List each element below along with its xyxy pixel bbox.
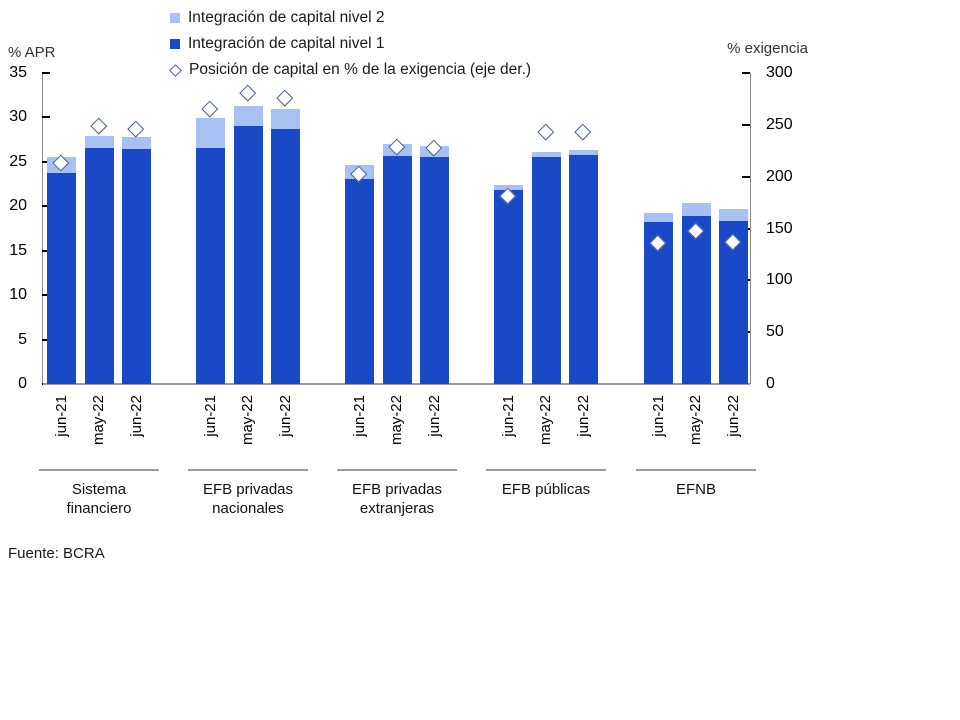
group-underline bbox=[39, 469, 159, 471]
bar-nivel1 bbox=[271, 128, 300, 384]
diamond-marker bbox=[90, 117, 107, 134]
left-axis-tick bbox=[42, 338, 50, 341]
bar-nivel2 bbox=[494, 184, 523, 191]
bar-nivel1 bbox=[84, 147, 114, 384]
right-axis-tick-label: 200 bbox=[766, 167, 793, 185]
left-axis-tick-label: 0 bbox=[18, 375, 27, 392]
bar-nivel1 bbox=[122, 148, 151, 384]
group-label: Sistema financiero bbox=[66, 481, 132, 517]
x-tick-label: jun-21 bbox=[52, 395, 70, 437]
left-axis-tick bbox=[42, 294, 50, 297]
left-axis-tick bbox=[42, 116, 50, 119]
left-axis-tick bbox=[42, 160, 50, 163]
x-tick-label: jun-22 bbox=[574, 395, 592, 437]
bar-nivel2 bbox=[531, 152, 561, 157]
source-note: Fuente: BCRA bbox=[8, 545, 105, 562]
legend-item-nivel2: Integración de capital nivel 2 bbox=[170, 5, 531, 31]
group-label: EFB privadas extranjeras bbox=[351, 481, 443, 517]
diamond-swatch-icon bbox=[169, 63, 182, 77]
legend-item-nivel1: Integración de capital nivel 1 bbox=[170, 31, 531, 57]
bar-nivel1 bbox=[196, 147, 225, 384]
diamond-marker bbox=[239, 85, 256, 102]
group-label: EFB privadas nacionales bbox=[202, 481, 294, 517]
legend: Integración de capital nivel 2 Integraci… bbox=[169, 5, 532, 83]
right-axis-tick-label: 250 bbox=[766, 115, 793, 133]
x-axis-baseline bbox=[43, 383, 750, 385]
group-label: EFNB bbox=[675, 481, 716, 498]
bar-nivel1 bbox=[47, 173, 76, 384]
left-axis-tick bbox=[42, 249, 50, 252]
diamond-marker bbox=[574, 123, 592, 140]
left-axis-tick-label: 35 bbox=[9, 64, 27, 81]
right-axis-title: % exigencia bbox=[727, 40, 808, 57]
group-underline bbox=[337, 469, 457, 471]
bar-nivel1 bbox=[531, 156, 561, 384]
bar-nivel1 bbox=[345, 178, 374, 384]
group-underline bbox=[636, 469, 756, 471]
left-axis-tick-label: 25 bbox=[9, 152, 27, 170]
right-axis-line bbox=[750, 73, 751, 384]
left-axis-line bbox=[42, 73, 43, 384]
left-axis-tick bbox=[42, 72, 50, 74]
legend-label: Posición de capital en % de la exigencia… bbox=[189, 61, 532, 78]
legend-label: Integración de capital nivel 1 bbox=[188, 35, 385, 52]
x-tick-label: may-22 bbox=[239, 395, 256, 446]
bar-nivel2 bbox=[196, 118, 225, 148]
x-tick-label: jun-22 bbox=[127, 395, 145, 437]
bar-nivel2 bbox=[681, 202, 711, 217]
left-axis-tick bbox=[42, 205, 50, 208]
bar-nivel1 bbox=[494, 190, 523, 384]
left-axis-tick-label: 30 bbox=[9, 108, 27, 126]
bar-nivel2 bbox=[84, 136, 114, 148]
bar-nivel1 bbox=[569, 154, 598, 384]
nivel2-swatch-icon bbox=[170, 13, 180, 23]
group-underline bbox=[486, 469, 606, 471]
right-axis-tick-label: 300 bbox=[766, 64, 793, 81]
bar-nivel2 bbox=[122, 136, 151, 149]
bar-nivel2 bbox=[233, 105, 263, 127]
x-tick-label: jun-22 bbox=[724, 395, 742, 437]
right-axis-tick bbox=[742, 175, 750, 178]
diamond-marker bbox=[127, 120, 145, 137]
bar-nivel1 bbox=[382, 155, 412, 384]
left-axis-tick-label: 15 bbox=[9, 241, 27, 259]
group-label: EFB públicas bbox=[501, 481, 591, 498]
bar-nivel1 bbox=[420, 157, 449, 384]
right-axis-tick-label: 100 bbox=[766, 271, 793, 289]
legend-label: Integración de capital nivel 2 bbox=[188, 9, 385, 26]
left-axis-tick-label: 20 bbox=[9, 197, 27, 215]
left-axis-title: % APR bbox=[8, 44, 56, 61]
bar-nivel1 bbox=[681, 216, 711, 384]
x-tick-label: jun-21 bbox=[499, 395, 517, 437]
right-axis-tick bbox=[742, 72, 750, 74]
right-axis-tick bbox=[742, 123, 750, 126]
x-tick-label: jun-22 bbox=[276, 395, 294, 437]
group-underline bbox=[188, 469, 308, 471]
diamond-marker bbox=[201, 100, 219, 117]
x-tick-label: jun-22 bbox=[425, 395, 443, 437]
x-tick-label: may-22 bbox=[537, 395, 554, 446]
bar-nivel2 bbox=[271, 109, 300, 129]
x-tick-label: may-22 bbox=[90, 395, 107, 446]
right-axis-tick-label: 150 bbox=[766, 219, 793, 237]
x-tick-label: may-22 bbox=[388, 395, 405, 446]
legend-item-posicion: Posición de capital en % de la exigencia… bbox=[169, 57, 532, 83]
x-tick-label: jun-21 bbox=[201, 395, 219, 437]
left-axis-tick-label: 5 bbox=[18, 330, 27, 348]
right-axis-tick-label: 0 bbox=[766, 375, 775, 392]
nivel1-swatch-icon bbox=[170, 39, 180, 49]
right-axis-tick-label: 50 bbox=[766, 323, 784, 341]
bar-nivel2 bbox=[644, 213, 673, 223]
bar-nivel2 bbox=[569, 150, 598, 155]
x-tick-label: may-22 bbox=[687, 395, 704, 446]
diamond-marker bbox=[276, 89, 294, 106]
left-axis-tick-label: 10 bbox=[9, 286, 27, 304]
x-tick-label: jun-21 bbox=[350, 395, 368, 437]
bar-nivel1 bbox=[233, 126, 263, 384]
diamond-marker bbox=[537, 123, 554, 140]
bar-nivel2 bbox=[719, 208, 748, 222]
x-tick-label: jun-21 bbox=[649, 395, 667, 437]
